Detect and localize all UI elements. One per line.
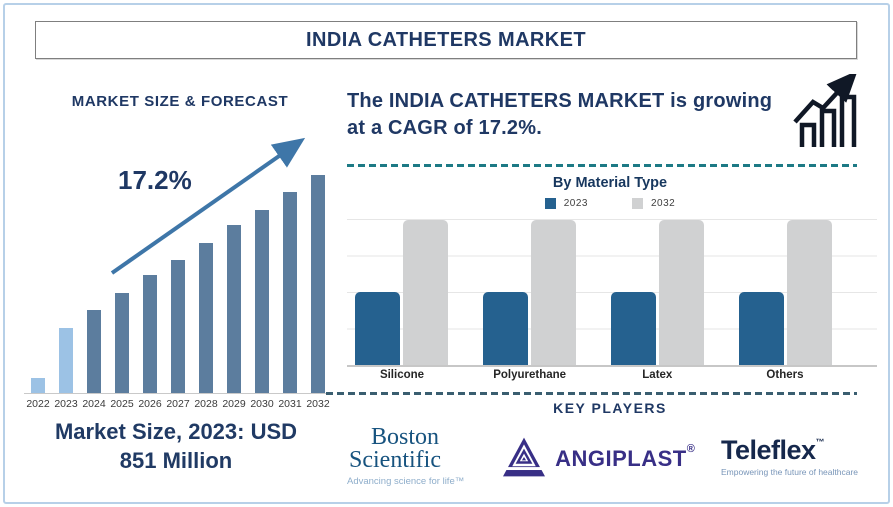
forecast-bar-2030	[255, 210, 269, 393]
forecast-bar-slot	[164, 158, 192, 393]
forecast-year-label: 2024	[82, 398, 106, 410]
angiplast-registered-mark: ®	[686, 442, 695, 455]
bar-2032-others	[787, 220, 832, 365]
bar-2023-silicone	[355, 292, 400, 365]
legend-item-2032: 2032	[632, 198, 675, 209]
boston-scientific-name-line1: Boston	[371, 424, 440, 451]
legend-label: 2032	[651, 198, 676, 209]
forecast-bar-2027	[171, 260, 185, 393]
bar-2032-silicone	[403, 220, 448, 365]
legend-swatch	[632, 198, 643, 209]
forecast-bars	[24, 158, 332, 394]
forecast-bar-slot	[220, 158, 248, 393]
forecast-bar-2024	[87, 310, 101, 393]
forecast-year-label: 2023	[54, 398, 78, 410]
forecast-bar-slot	[248, 158, 276, 393]
material-category-label: Polyurethane	[493, 369, 567, 381]
forecast-bar-2022	[31, 378, 45, 393]
cagr-headline-line1: The INDIA CATHETERS MARKET is growing	[347, 90, 773, 112]
forecast-year-label: 2022	[26, 398, 50, 410]
bar-2032-latex	[659, 220, 704, 365]
material-labels: Silicone Polyurethane Latex Others	[347, 369, 877, 381]
legend-swatch	[544, 198, 556, 209]
key-players-logos: Boston Scientific Advancing science for …	[345, 420, 873, 494]
teleflex-name: Teleflex	[720, 435, 816, 465]
teleflex-logo: Teleflex™ Empowering the future of healt…	[720, 435, 873, 478]
forecast-bar-slot	[80, 158, 108, 393]
forecast-bar-2029	[227, 225, 241, 393]
legend-item-2023: 2023	[544, 198, 588, 209]
boston-scientific-logo: Boston Scientific Advancing science for …	[345, 424, 477, 487]
forecast-bar-2025	[115, 293, 129, 393]
angiplast-logo: ANGIPLAST®	[503, 436, 695, 478]
forecast-year-label: 2031	[278, 398, 302, 410]
forecast-bar-slot	[276, 158, 304, 393]
forecast-year-label: 2030	[250, 398, 274, 410]
angiplast-triangle-icon	[503, 437, 546, 477]
forecast-year-label: 2026	[138, 398, 162, 410]
page-title: INDIA CATHETERS MARKET	[306, 28, 586, 51]
trend-arrow	[110, 137, 306, 275]
forecast-bar-slot	[136, 158, 164, 393]
forecast-bar-2028	[199, 243, 213, 393]
forecast-bar-slot	[52, 158, 80, 393]
forecast-year-label: 2025	[110, 398, 134, 410]
forecast-year-label: 2032	[306, 398, 330, 410]
cagr-headline: The INDIA CATHETERS MARKET is growing at…	[347, 88, 797, 142]
teleflex-tagline: Empowering the future of healthcare	[720, 467, 859, 477]
bar-2023-polyurethane	[483, 292, 528, 365]
dashed-divider-top	[347, 164, 857, 167]
material-legend: 2023 2032	[345, 198, 875, 209]
legend-label: 2023	[563, 198, 588, 209]
forecast-bar-slot	[192, 158, 220, 393]
material-groups	[347, 219, 877, 365]
material-chart-title: By Material Type	[552, 175, 668, 191]
angiplast-name: ANGIPLAST	[555, 445, 687, 471]
forecast-year-labels: 2022 2023 2024 2025 2026 2027 2028 2029 2030 2031…	[24, 398, 332, 410]
material-group-polyurethane	[483, 220, 576, 365]
title-banner: INDIA CATHETERS MARKET	[35, 21, 857, 59]
boston-scientific-name-line2: Scientific	[349, 446, 441, 473]
forecast-year-label: 2027	[166, 398, 190, 410]
material-group-silicone	[355, 220, 448, 365]
key-players-heading: KEY PLAYERS	[553, 400, 667, 416]
material-group-others	[739, 220, 832, 365]
cagr-value-label: 17.2%	[118, 165, 192, 195]
forecast-bar-slot	[108, 158, 136, 393]
forecast-bar-2031	[283, 192, 297, 393]
market-size-caption-line1: Market Size, 2023: USD	[54, 419, 298, 444]
bar-2032-polyurethane	[531, 220, 576, 365]
material-group-latex	[611, 220, 704, 365]
teleflex-trademark: ™	[815, 437, 825, 447]
growth-chart-icon	[793, 74, 858, 147]
boston-scientific-tagline: Advancing science for life™	[347, 475, 465, 487]
forecast-year-label: 2029	[222, 398, 246, 410]
forecast-bar-slot	[24, 158, 52, 393]
material-plot-area	[347, 219, 877, 367]
market-size-caption-line2: 851 Million	[119, 448, 233, 474]
material-category-label: Silicone	[379, 369, 425, 381]
forecast-heading: MARKET SIZE & FORECAST	[71, 93, 289, 110]
forecast-bar-2026	[143, 275, 157, 393]
dashed-divider-bottom	[326, 392, 857, 395]
forecast-bar-2032	[311, 175, 325, 393]
forecast-bar-2023	[59, 328, 73, 393]
forecast-year-label: 2028	[194, 398, 218, 410]
bar-2023-others	[739, 292, 784, 365]
material-category-label: Latex	[642, 369, 673, 381]
bar-2023-latex	[611, 292, 656, 365]
market-size-caption: Market Size, 2023: USD 851 Million	[16, 417, 336, 475]
forecast-bar-slot	[304, 158, 332, 393]
cagr-headline-line2: at a CAGR of 17.2%.	[347, 117, 542, 139]
material-category-label: Others	[766, 369, 804, 381]
